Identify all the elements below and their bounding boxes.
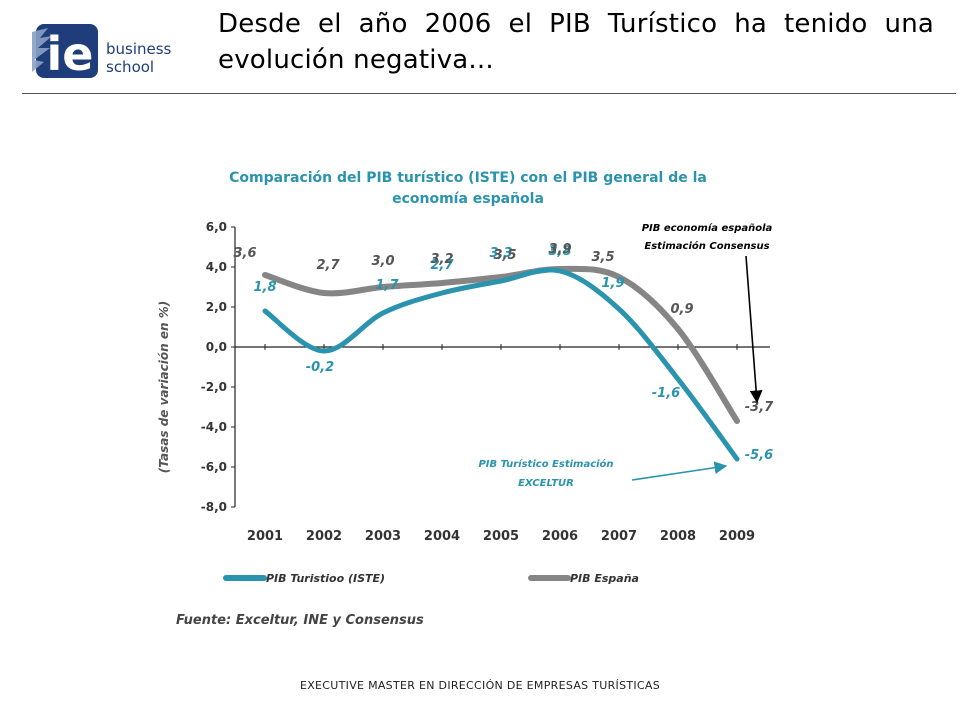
- data-label-turistico-2009: -5,6: [745, 448, 773, 463]
- annotation-exceltur-line-1: PIB Turístico Estimación: [478, 458, 613, 470]
- data-label-espana-2008: 0,9: [670, 302, 693, 317]
- logo-line-2: school: [106, 58, 154, 76]
- chart-title-line-1: Comparación del PIB turístico (ISTE) con…: [229, 170, 707, 186]
- y-tick-label: -2,0: [201, 380, 227, 394]
- series-line-pib-espana: [262, 265, 740, 424]
- chart-data-labels: 1,8 -0,2 1,7 2,7 3,3 3,8 1,9 -1,6 -5,6 3,6 2,7 3,0 3…: [233, 242, 774, 463]
- y-tick-label: 6,0: [206, 220, 227, 234]
- chart-source: Fuente: Exceltur, INE y Consensus: [176, 613, 424, 628]
- data-label-espana-2005: 3,5: [493, 248, 516, 263]
- y-tick-label: 2,0: [206, 300, 227, 314]
- y-tick-label: 4,0: [206, 260, 227, 274]
- annotation-exceltur-line-2: EXCELTUR: [518, 478, 574, 489]
- data-label-turistico-2002: -0,2: [306, 360, 334, 375]
- logo-mark: ie: [32, 24, 98, 81]
- data-label-espana-2007: 3,5: [591, 250, 614, 265]
- data-label-turistico-2004: 2,7: [430, 258, 454, 273]
- x-tick-label: 2007: [601, 529, 637, 544]
- x-tick-label: 2005: [483, 529, 519, 544]
- data-label-turistico-2005: 3,3: [489, 246, 512, 261]
- data-label-turistico-2003: 1,7: [375, 278, 399, 293]
- y-axis-label: (Tasas de variación en %): [157, 301, 171, 473]
- annotation-consensus-line-1: PIB economía española: [642, 222, 773, 234]
- chart-ticks: 6,0 4,0 2,0 0,0 -2,0 -4,0 -6,0 -8,0 2001 2002 2003…: [201, 220, 755, 544]
- x-tick-label: 2001: [247, 529, 283, 544]
- y-tick-label: 0,0: [206, 340, 227, 354]
- x-tick-label: 2003: [365, 529, 401, 544]
- logo-mark-text: ie: [47, 27, 94, 81]
- legend-label-iste: PIB Turistioo (ISTE): [266, 572, 385, 585]
- series-line-pib-turistico: [262, 267, 740, 462]
- y-tick-label: -4,0: [201, 420, 227, 434]
- data-label-espana-2004: 3,2: [430, 252, 453, 267]
- chart-title-line-2: economía española: [392, 191, 544, 207]
- x-tick-label: 2008: [660, 529, 696, 544]
- pib-comparison-chart: Comparación del PIB turístico (ISTE) con…: [157, 170, 774, 628]
- chart-legend: PIB Turistioo (ISTE) PIB España: [223, 572, 639, 585]
- slide-title: Desde el año 2006 el PIB Turístico ha te…: [218, 9, 934, 75]
- annotation-exceltur-arrow: [631, 461, 728, 481]
- annotation-consensus-line-2: Estimación Consensus: [644, 240, 769, 252]
- slide-footer: EXECUTIVE MASTER EN DIRECCIÓN DE EMPRESA…: [299, 679, 661, 692]
- data-label-turistico-2007: 1,9: [601, 276, 624, 291]
- ie-business-school-logo: ie business school: [32, 24, 172, 81]
- chart-series: [262, 265, 740, 462]
- data-label-espana-2009: -3,7: [745, 400, 774, 415]
- y-tick-label: -6,0: [201, 460, 227, 474]
- data-label-espana-2001: 3,6: [233, 246, 256, 261]
- legend-label-espana: PIB España: [570, 572, 639, 585]
- data-label-turistico-2008: -1,6: [652, 386, 680, 401]
- y-tick-label: -8,0: [201, 500, 227, 514]
- annotation-exceltur: PIB Turístico Estimación EXCELTUR: [478, 458, 728, 489]
- data-label-espana-2003: 3,0: [371, 254, 394, 269]
- annotation-consensus: PIB economía española Estimación Consens…: [642, 222, 773, 404]
- x-tick-label: 2004: [424, 529, 460, 544]
- logo-line-1: business: [106, 40, 172, 58]
- x-tick-label: 2009: [719, 529, 755, 544]
- x-tick-label: 2002: [306, 529, 342, 544]
- title-divider: [22, 93, 956, 94]
- annotation-consensus-arrow: [745, 255, 763, 404]
- data-label-turistico-2006: 3,8: [548, 244, 571, 259]
- data-label-espana-2002: 2,7: [316, 258, 340, 273]
- data-label-espana-2006: 3,9: [548, 242, 571, 257]
- x-tick-label: 2006: [542, 529, 578, 544]
- data-label-turistico-2001: 1,8: [253, 280, 276, 295]
